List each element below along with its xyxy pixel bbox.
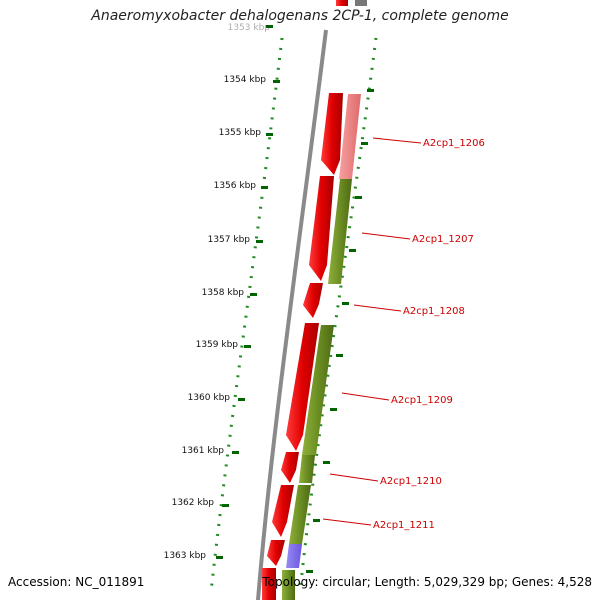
axis-tick-label: 1353 kbp (228, 23, 271, 33)
axis-tick-label: 1355 kbp (219, 128, 262, 138)
axis-tick (266, 25, 273, 28)
axis-ticks (216, 25, 280, 559)
feature-blue-1212 (286, 544, 302, 568)
cds-a2cp1-1208 (303, 283, 323, 318)
cds-a2cp1-1210 (281, 452, 299, 483)
cds-a2cp1-1211 (272, 485, 294, 537)
axis-tick-label: 1356 kbp (214, 181, 257, 191)
axis-tick (222, 504, 229, 507)
gene-label: A2cp1_1207 (412, 234, 474, 245)
axis-tick-label: 1362 kbp (172, 498, 215, 508)
outer-dotted-guide (209, 37, 284, 593)
leader-line (329, 473, 379, 482)
cds-bottom-cropped (262, 568, 276, 600)
genome-backbone (256, 29, 328, 600)
gene-label: A2cp1_1209 (391, 395, 453, 406)
gene-label: A2cp1_1210 (380, 476, 442, 487)
gene-label: A2cp1_1206 (423, 138, 485, 149)
axis-tick (261, 186, 268, 189)
gene-label: A2cp1_1211 (373, 520, 435, 531)
axis-tick (256, 240, 263, 243)
cds-a2cp1-1209 (286, 323, 319, 451)
axis-tick-label: 1359 kbp (196, 340, 239, 350)
cds-a2cp1-1207 (309, 176, 334, 281)
axis-tick (250, 293, 257, 296)
axis-tick-label: 1363 kbp (164, 551, 207, 561)
gene-label: A2cp1_1208 (403, 306, 465, 317)
axis-tick-label: 1360 kbp (188, 393, 231, 403)
inner-dotted-guide (298, 37, 378, 593)
axis-tick-label: 1358 kbp (202, 288, 245, 298)
cds-a2cp1-1212 (267, 540, 285, 566)
accession-text: Accession: NC_011891 (8, 575, 145, 589)
axis-tick-label: 1354 kbp (224, 75, 267, 85)
axis-tick-label: 1361 kbp (182, 446, 225, 456)
feature-olive-1209 (302, 325, 334, 455)
cds-a2cp1-1206 (321, 93, 343, 175)
feature-olive-1211 (289, 485, 311, 544)
axis-tick (244, 345, 251, 348)
axis-tick (216, 556, 223, 559)
axis-tick (273, 80, 280, 83)
leader-line (361, 232, 411, 240)
axis-tick (232, 451, 239, 454)
leader-line (372, 137, 422, 144)
feature-pink-1206 (339, 94, 361, 179)
leader-line (341, 392, 390, 401)
axis-tick-label: 1357 kbp (208, 235, 251, 245)
feature-olive-1210 (299, 455, 315, 483)
leader-line (353, 304, 402, 312)
axis-tick (238, 398, 245, 401)
axis-labels: 1353 kbp 1354 kbp 1355 kbp 1356 kbp 1357… (164, 23, 271, 561)
map-title: Anaeromyxobacter dehalogenans 2CP-1, com… (91, 8, 509, 24)
feature-top-red (336, 0, 348, 6)
feature-olive-bottom (282, 570, 295, 600)
axis-tick (266, 133, 273, 136)
gene-labels: A2cp1_1206 A2cp1_1207 A2cp1_1208 A2cp1_1… (322, 137, 485, 531)
genome-summary-text: Topology: circular; Length: 5,029,329 bp… (262, 575, 592, 589)
leader-line (322, 518, 372, 526)
feature-top-gray (355, 0, 367, 6)
feature-olive-1207 (328, 179, 352, 284)
inner-guide-ticks (306, 89, 374, 573)
